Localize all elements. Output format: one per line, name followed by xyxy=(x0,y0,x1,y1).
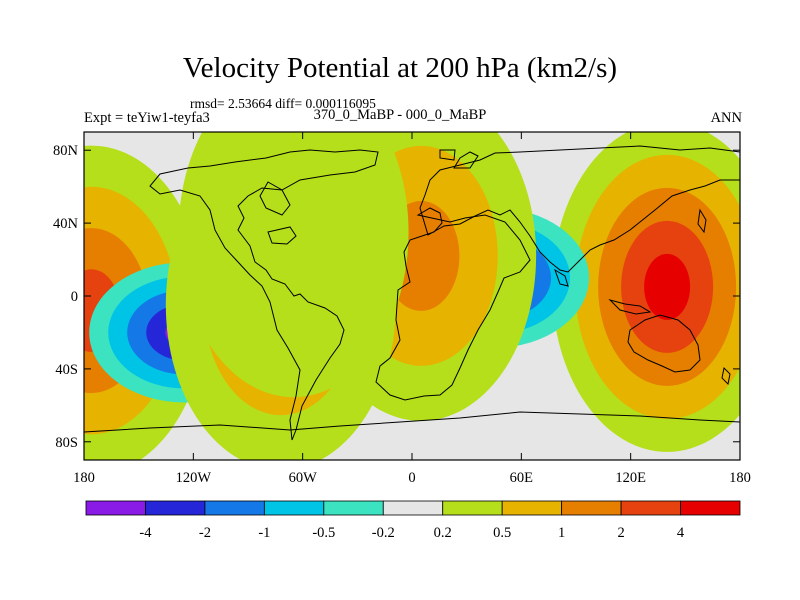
colorbar-swatch xyxy=(263,500,325,516)
contour-level-7-0 xyxy=(178,132,409,398)
y-tick-label: 40N xyxy=(53,216,79,232)
colorbar-label: 1 xyxy=(558,525,565,541)
center-subtitle: 370_0_MaBP - 000_0_MaBP xyxy=(313,107,487,123)
colorbar-label: 4 xyxy=(677,525,685,541)
colorbar-swatch xyxy=(442,500,503,516)
chart-title: Velocity Potential at 200 hPa (km2/s) xyxy=(182,52,618,84)
colorbar-swatch xyxy=(382,500,444,516)
colorbar-label: 2 xyxy=(617,525,624,541)
colorbar-label: -2 xyxy=(199,525,211,541)
left-subtitle: Expt = teYiw1-teyfa3 xyxy=(84,110,210,126)
colorbar: -4 -2 -1 -0.5 -0.2 0.2 0.5 1 2 4 xyxy=(85,500,741,541)
coastlines xyxy=(84,145,740,441)
colorbar-label: 0.2 xyxy=(434,525,452,541)
colorbar-label: 0.5 xyxy=(493,525,511,541)
contour-field xyxy=(84,132,740,460)
colorbar-label: -4 xyxy=(139,525,152,541)
colorbar-swatch xyxy=(620,500,681,516)
y-tick-label: 40S xyxy=(55,362,78,378)
colorbar-swatch xyxy=(680,500,741,516)
contour-level-0-4 xyxy=(644,253,691,320)
colorbar-swatch xyxy=(85,500,146,516)
colorbar-swatch xyxy=(323,500,384,516)
colorbar-label: -1 xyxy=(258,525,270,541)
x-tick-label: 60E xyxy=(510,470,534,486)
stats-line: rmsd= 2.53664 diff= 0.000116095 xyxy=(190,96,376,111)
colorbar-swatch xyxy=(204,500,265,516)
x-tick-label: 180 xyxy=(729,470,751,486)
right-subtitle: ANN xyxy=(710,110,742,126)
x-tick-label: 0 xyxy=(408,470,415,486)
x-tick-label: 120W xyxy=(176,470,212,486)
y-tick-label: 0 xyxy=(71,289,78,305)
y-tick-label: 80N xyxy=(53,143,79,159)
axes: 180 120W 60W 0 60E 120E 180 80N 40N 0 40S 80S xyxy=(53,132,751,486)
colorbar-swatch xyxy=(501,500,563,516)
colorbar-swatch xyxy=(145,500,206,516)
x-tick-label: 180 xyxy=(73,470,95,486)
colorbar-label: -0.2 xyxy=(372,525,395,541)
colorbar-swatch xyxy=(561,500,622,516)
x-tick-label: 120E xyxy=(615,470,646,486)
x-tick-label: 60W xyxy=(289,470,318,486)
y-tick-label: 80S xyxy=(55,435,78,451)
colorbar-label: -0.5 xyxy=(312,525,335,541)
